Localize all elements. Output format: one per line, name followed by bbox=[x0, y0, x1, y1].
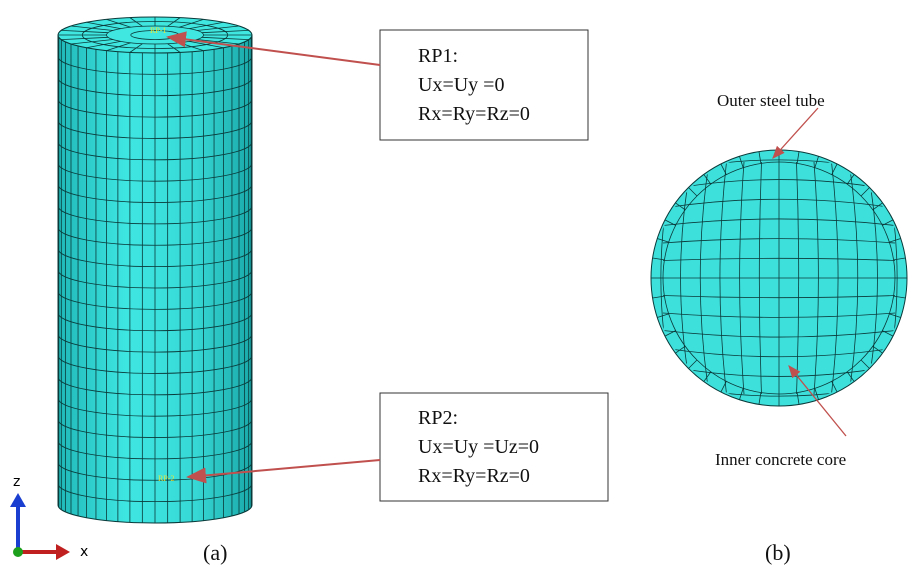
cross-section bbox=[651, 150, 907, 406]
outer-label: Outer steel tube bbox=[717, 91, 825, 110]
figure: RP-1 RP-2 RP1: Ux=Uy =0 Rx=Ry=Rz=0 RP2: … bbox=[0, 0, 924, 577]
rp1-title: RP1: bbox=[418, 45, 458, 67]
rp2-line2: Rx=Ry=Rz=0 bbox=[418, 465, 530, 487]
cylinder-model bbox=[58, 17, 252, 523]
caption-b: (b) bbox=[765, 540, 791, 565]
rp2-title: RP2: bbox=[418, 407, 458, 429]
x-label: x bbox=[80, 544, 88, 560]
z-label: z bbox=[13, 474, 20, 490]
rp1-line2: Rx=Ry=Rz=0 bbox=[418, 103, 530, 125]
rp1-line1: Ux=Uy =0 bbox=[418, 74, 504, 96]
rp2-line1: Ux=Uy =Uz=0 bbox=[418, 436, 539, 458]
x-head bbox=[56, 544, 70, 560]
rp1-marker: RP-1 bbox=[150, 26, 166, 35]
z-head bbox=[10, 493, 26, 507]
rp2-marker: RP-2 bbox=[158, 474, 174, 483]
caption-a: (a) bbox=[203, 540, 227, 565]
outer-arrow bbox=[773, 108, 818, 158]
origin bbox=[13, 547, 23, 557]
inner-label: Inner concrete core bbox=[715, 450, 846, 469]
